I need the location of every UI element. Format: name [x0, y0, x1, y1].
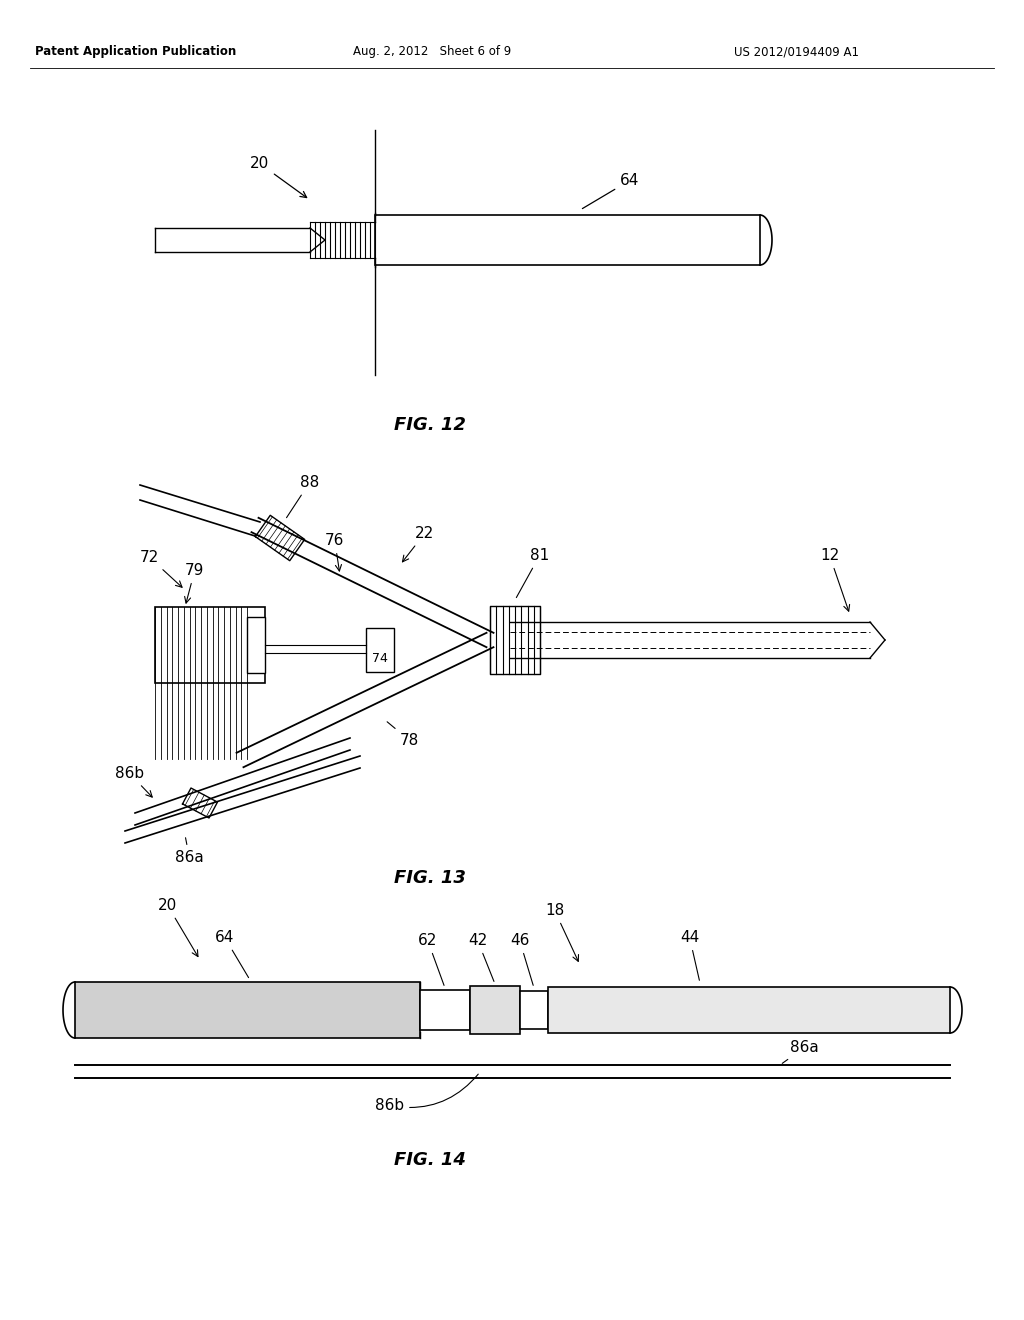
Text: Aug. 2, 2012   Sheet 6 of 9: Aug. 2, 2012 Sheet 6 of 9 [353, 45, 511, 58]
Text: 86b: 86b [115, 766, 153, 797]
Text: FIG. 13: FIG. 13 [394, 869, 466, 887]
Bar [366, 628, 394, 672]
Text: 20: 20 [158, 898, 198, 957]
Bar [548, 987, 950, 1034]
Text: 22: 22 [402, 525, 434, 562]
Bar [155, 607, 265, 682]
Text: 86a: 86a [175, 838, 204, 865]
Bar [75, 982, 420, 1038]
Text: 64: 64 [215, 931, 249, 978]
Text: 78: 78 [387, 722, 419, 748]
Bar [375, 215, 760, 265]
Text: 42: 42 [468, 933, 494, 982]
Text: FIG. 14: FIG. 14 [394, 1151, 466, 1170]
Text: 62: 62 [418, 933, 444, 986]
Text: 64: 64 [583, 173, 639, 209]
Text: Patent Application Publication: Patent Application Publication [36, 45, 237, 58]
Text: 81: 81 [516, 548, 549, 598]
Text: 76: 76 [325, 533, 344, 572]
Text: 88: 88 [287, 475, 319, 517]
Text: 18: 18 [545, 903, 579, 961]
Text: 20: 20 [250, 156, 306, 198]
Bar [520, 991, 548, 1030]
Bar [470, 986, 520, 1034]
Text: 44: 44 [680, 931, 699, 981]
Text: 86b: 86b [375, 1074, 478, 1113]
Text: 74: 74 [372, 652, 388, 664]
Text: 86a: 86a [782, 1040, 819, 1064]
Text: 72: 72 [140, 550, 182, 587]
Text: 12: 12 [820, 548, 850, 611]
Text: FIG. 12: FIG. 12 [394, 416, 466, 434]
Bar [247, 616, 265, 673]
Bar [420, 990, 470, 1030]
Text: 79: 79 [184, 564, 205, 603]
Text: 46: 46 [510, 933, 534, 985]
Bar [490, 606, 540, 675]
Text: US 2012/0194409 A1: US 2012/0194409 A1 [733, 45, 858, 58]
